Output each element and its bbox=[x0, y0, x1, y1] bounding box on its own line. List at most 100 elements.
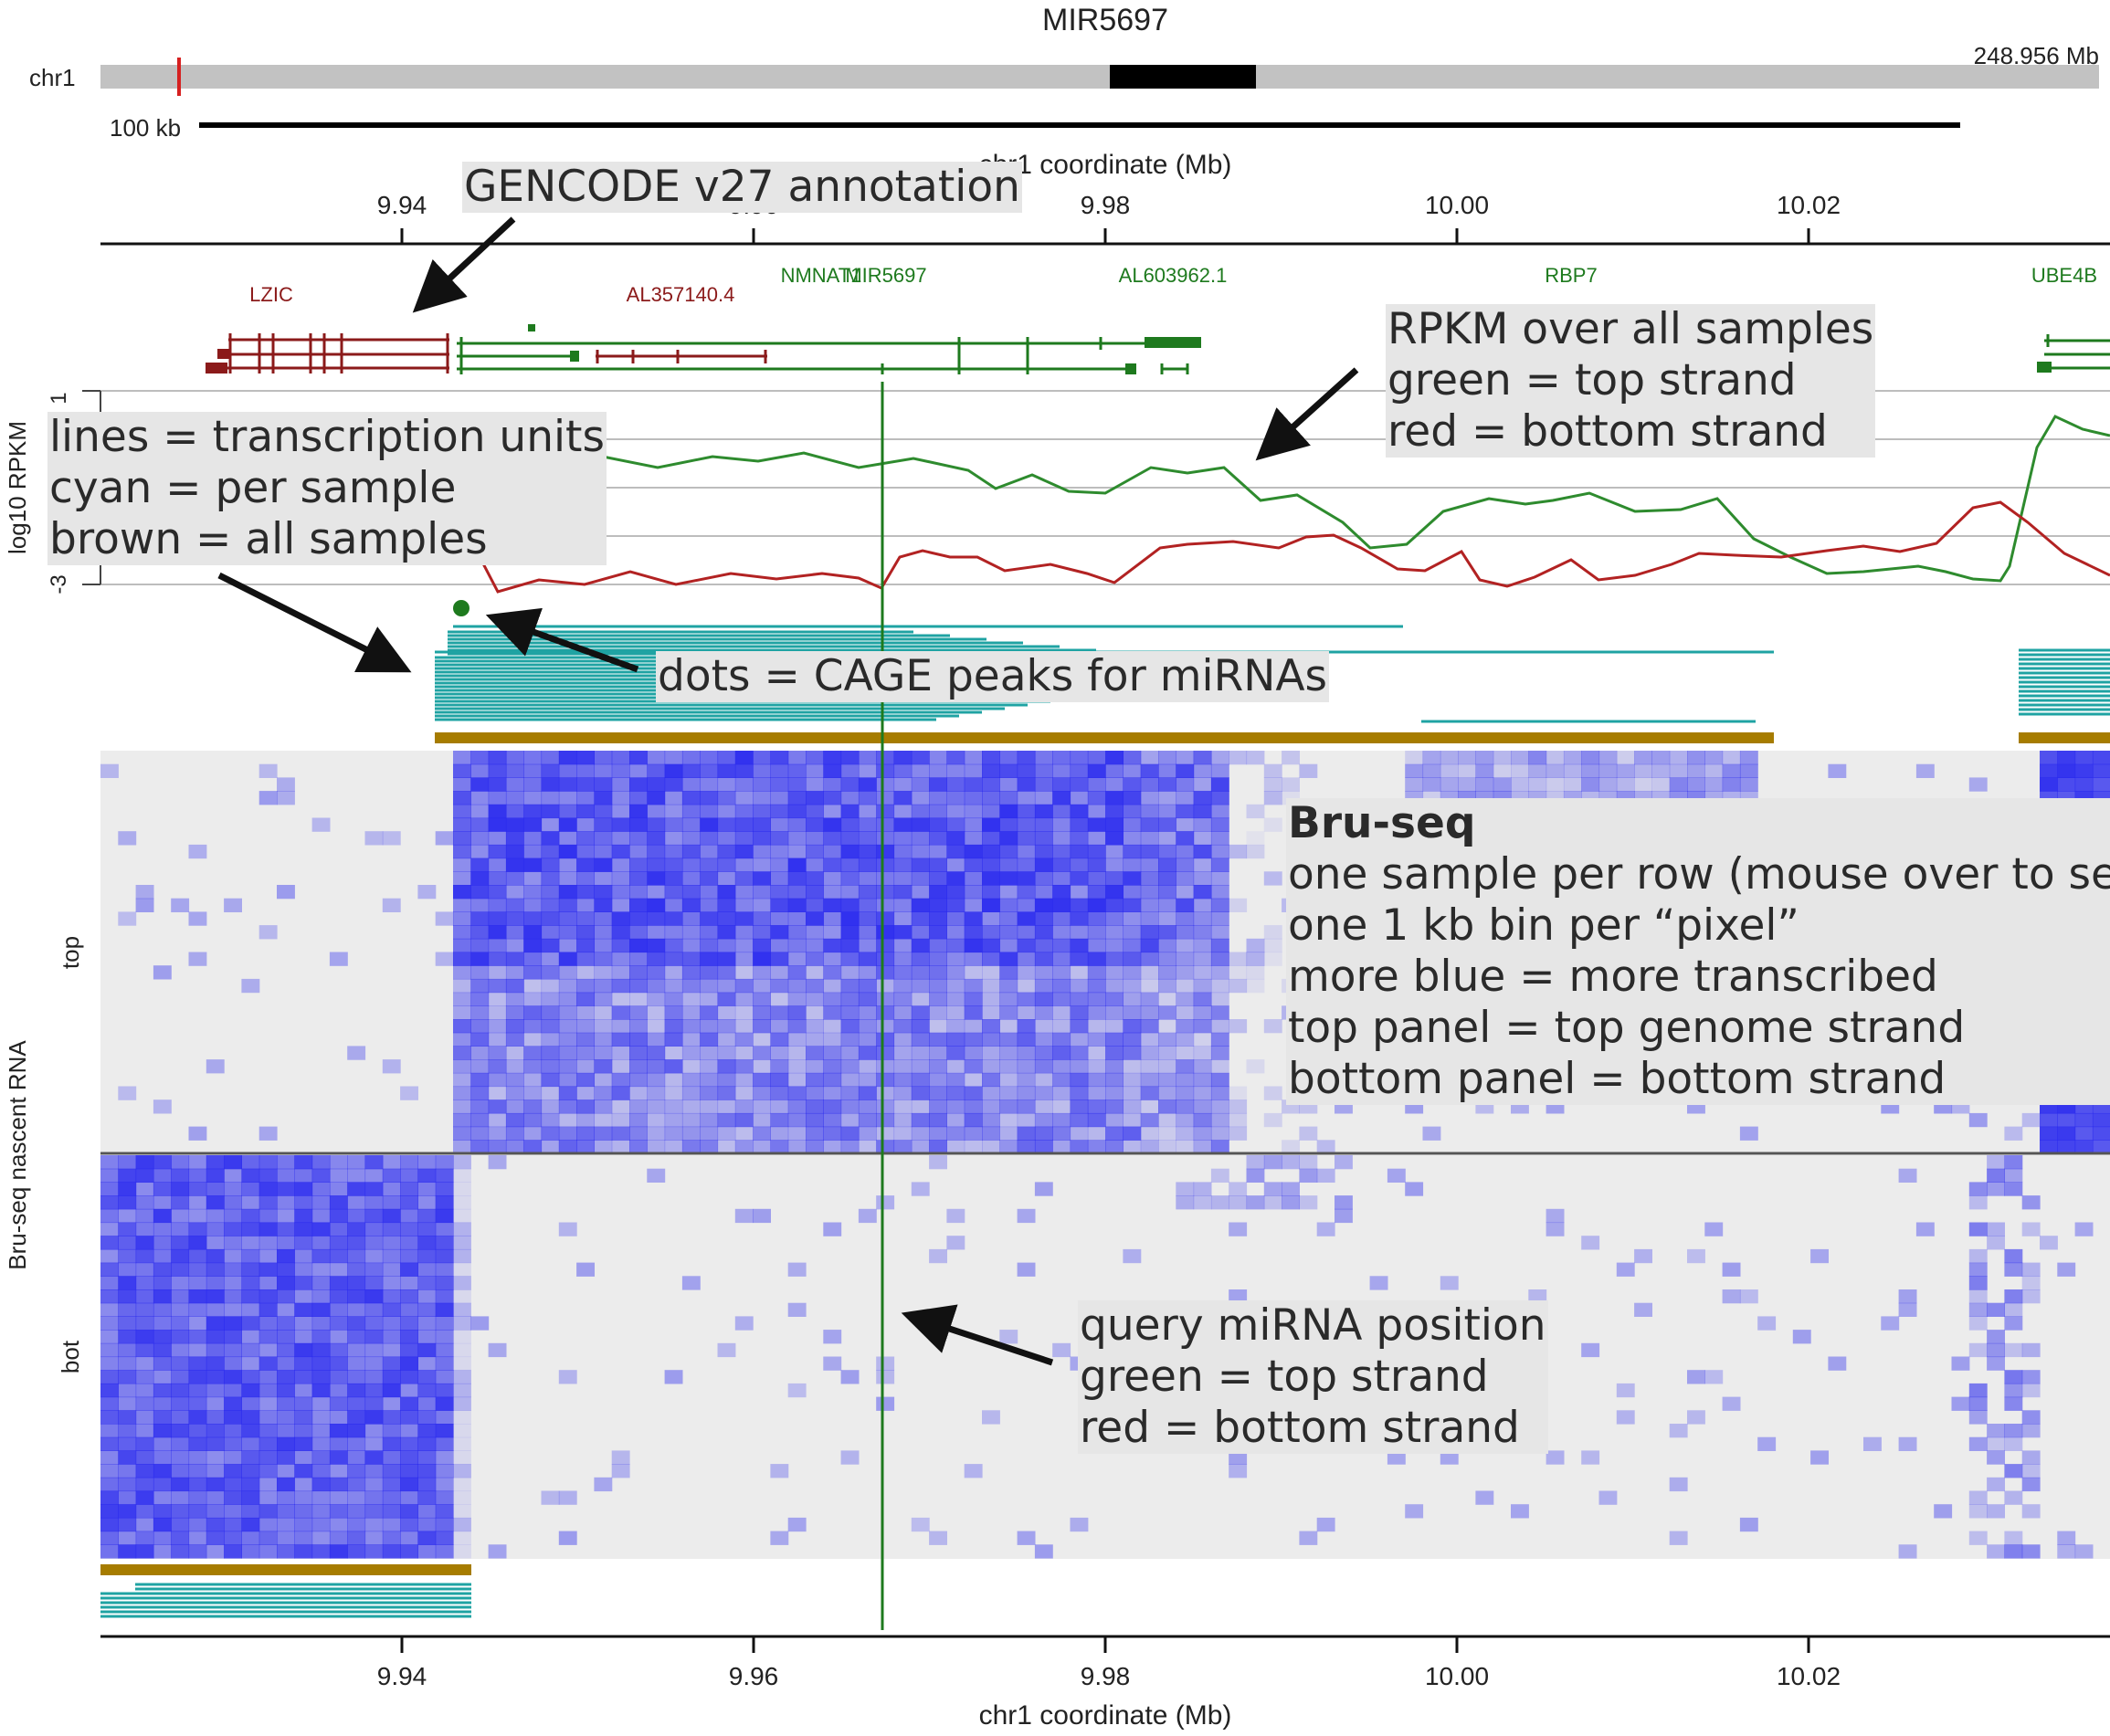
heatmap-cell bbox=[1158, 763, 1176, 778]
heatmap-cell bbox=[1034, 871, 1053, 886]
heatmap-cell bbox=[576, 1032, 595, 1047]
gene-label-al603962[interactable]: AL603962.1 bbox=[1119, 264, 1228, 287]
heatmap-cell bbox=[858, 925, 877, 940]
heatmap-cell bbox=[347, 1396, 366, 1411]
heatmap-cell bbox=[1158, 938, 1176, 953]
heatmap-cell bbox=[2040, 777, 2058, 792]
heatmap-cell bbox=[1193, 1182, 1212, 1196]
heatmap-cell bbox=[806, 1140, 824, 1154]
heatmap-cell bbox=[806, 885, 824, 900]
gene-labels: LZIC AL357140.4 NMNAT1 MIR5697 AL603962.… bbox=[249, 264, 2097, 306]
heatmap-cell bbox=[470, 804, 490, 819]
cage-peak-dot[interactable] bbox=[453, 600, 469, 616]
gene-label-mir5697[interactable]: MIR5697 bbox=[845, 264, 926, 287]
heatmap-cell bbox=[1017, 911, 1036, 926]
heatmap-cell bbox=[135, 1289, 154, 1304]
heatmap-cell bbox=[1140, 857, 1159, 872]
heatmap-cell bbox=[753, 1086, 771, 1100]
heatmap-cell bbox=[982, 1410, 1000, 1425]
heatmap-cell bbox=[876, 898, 895, 912]
heatmap-cell bbox=[1176, 978, 1195, 994]
heatmap-cell bbox=[435, 1477, 454, 1492]
gene-label-al357140[interactable]: AL357140.4 bbox=[627, 283, 735, 306]
heatmap-cell bbox=[1158, 911, 1176, 926]
heatmap-cell bbox=[258, 1477, 278, 1492]
heatmap-cell bbox=[946, 1086, 965, 1100]
heatmap-cell bbox=[400, 1370, 418, 1384]
heatmap-cell bbox=[576, 885, 595, 900]
heatmap-cell bbox=[1210, 898, 1229, 912]
heatmap-cell bbox=[664, 1099, 683, 1114]
heatmap-cell bbox=[964, 777, 983, 792]
heatmap-cell bbox=[258, 1126, 278, 1141]
heatmap-cell bbox=[188, 1450, 207, 1465]
heatmap-cell bbox=[100, 1490, 119, 1505]
heatmap-cell bbox=[329, 1302, 348, 1317]
heatmap-cell bbox=[453, 1289, 471, 1304]
heatmap-bottom-strand[interactable] bbox=[100, 1155, 2094, 1559]
gene-label-ube4b[interactable]: UBE4B bbox=[2031, 264, 2097, 287]
heatmap-cell bbox=[893, 1072, 913, 1088]
heatmap-cell bbox=[1193, 844, 1212, 859]
gene-label-nmnat1[interactable]: NMNAT1 bbox=[781, 264, 862, 287]
gene-model-ube4b[interactable] bbox=[2037, 334, 2110, 373]
heatmap-cell bbox=[258, 1302, 278, 1317]
heatmap-cell bbox=[382, 898, 401, 912]
heatmap-cell bbox=[206, 1302, 225, 1317]
heatmap-cell bbox=[700, 1032, 719, 1047]
heatmap-cell bbox=[453, 1126, 471, 1141]
heatmap-cell bbox=[1581, 751, 1600, 765]
heatmap-cell bbox=[823, 1222, 842, 1236]
gene-model-lzic[interactable] bbox=[206, 333, 449, 374]
heatmap-cell bbox=[1757, 1436, 1777, 1451]
heatmap-cell bbox=[1087, 1005, 1106, 1020]
heatmap-cell bbox=[629, 1059, 648, 1074]
heatmap-cell bbox=[1210, 791, 1229, 805]
heatmap-cell bbox=[100, 1316, 119, 1331]
heatmap-cell bbox=[700, 885, 719, 900]
heatmap-cell bbox=[188, 1424, 207, 1438]
heatmap-cell bbox=[541, 938, 560, 953]
heatmap-cell bbox=[681, 1276, 701, 1290]
heatmap-cell bbox=[964, 817, 983, 832]
heatmap-cell bbox=[664, 777, 683, 792]
heatmap-cell bbox=[647, 1072, 666, 1088]
heatmap-cell bbox=[734, 1316, 754, 1331]
heatmap-cell bbox=[558, 925, 577, 940]
heatmap-cell bbox=[946, 965, 965, 980]
heatmap-cell bbox=[258, 1531, 278, 1545]
heatmap-cell bbox=[1017, 1531, 1036, 1545]
gene-model-al357140[interactable] bbox=[596, 350, 767, 363]
heatmap-cell bbox=[1193, 871, 1212, 886]
gene-model-nmnat1[interactable] bbox=[457, 324, 1201, 374]
annotation-bruseq: Bru-seq one sample per row (mouse over to… bbox=[1286, 798, 2110, 1105]
heatmap-cell bbox=[453, 763, 471, 778]
heatmap-cell bbox=[753, 898, 771, 912]
heatmap-cell bbox=[611, 804, 630, 819]
heatmap-cell bbox=[135, 1410, 154, 1425]
heatmap-cell bbox=[734, 1005, 754, 1020]
heatmap-cell bbox=[647, 763, 666, 778]
heatmap-cell bbox=[893, 978, 913, 994]
gene-label-rbp7[interactable]: RBP7 bbox=[1545, 264, 1597, 287]
heatmap-cell bbox=[1193, 1019, 1212, 1034]
heatmap-top-strand[interactable] bbox=[100, 751, 2110, 1154]
heatmap-cell bbox=[717, 817, 736, 832]
heatmap-cell bbox=[982, 1086, 1000, 1100]
gene-label-lzic[interactable]: LZIC bbox=[249, 283, 293, 306]
heatmap-cell bbox=[999, 777, 1018, 792]
heatmap-cell bbox=[840, 751, 860, 765]
heatmap-cell bbox=[100, 1396, 119, 1411]
heatmap-cell bbox=[982, 1019, 1000, 1034]
heatmap-cell bbox=[717, 1005, 736, 1020]
heatmap-cell bbox=[594, 1032, 613, 1047]
heatmap-cell bbox=[1176, 1140, 1195, 1154]
heatmap-cell bbox=[541, 777, 560, 792]
heatmap-cell bbox=[1034, 898, 1053, 912]
heatmap-cell bbox=[171, 1450, 190, 1465]
heatmap-cell bbox=[1176, 1059, 1195, 1074]
heatmap-cell bbox=[1105, 857, 1124, 872]
heatmap-cell bbox=[1263, 1195, 1282, 1210]
heatmap-cell bbox=[734, 817, 754, 832]
heatmap-cell bbox=[629, 777, 648, 792]
